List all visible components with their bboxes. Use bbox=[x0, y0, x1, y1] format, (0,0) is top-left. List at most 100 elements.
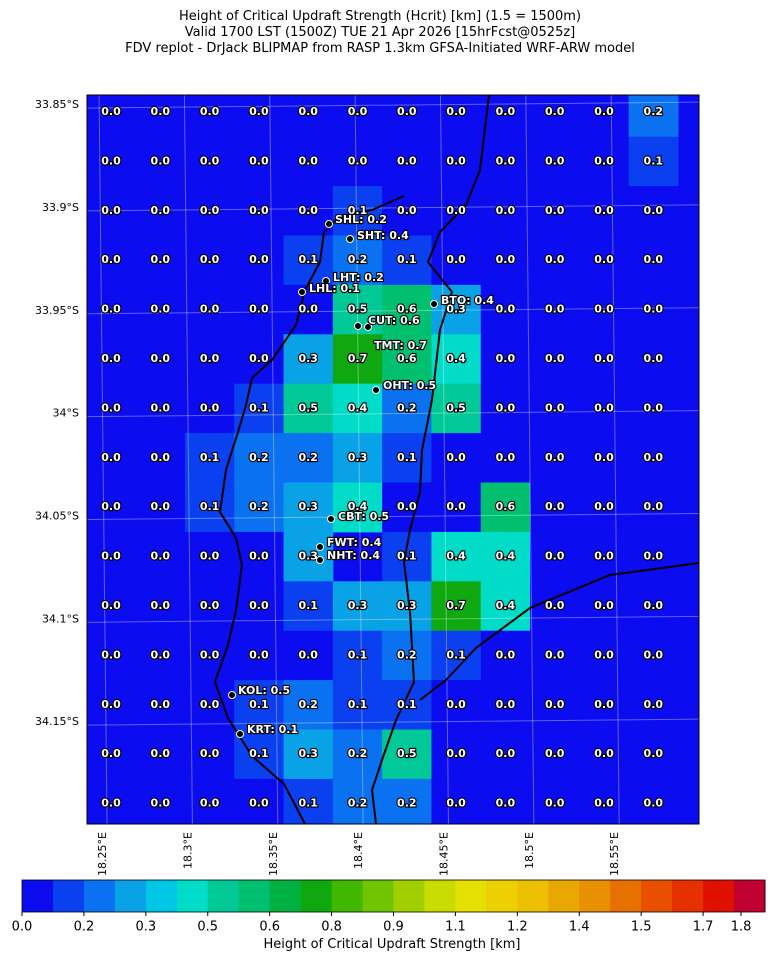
grid-value-label: 0.0 bbox=[249, 253, 269, 266]
raster-cell bbox=[135, 334, 186, 385]
raster-cell bbox=[283, 482, 334, 533]
grid-value-label: 0.0 bbox=[496, 253, 516, 266]
grid-value-label: 0.3 bbox=[348, 451, 368, 464]
grid-value-label: 0.0 bbox=[249, 204, 269, 217]
colorbar-swatch bbox=[486, 880, 518, 912]
raster-cell bbox=[184, 235, 235, 286]
grid-line bbox=[87, 101, 699, 109]
lat-tick-label: 33.85°S bbox=[35, 98, 79, 111]
raster-cell bbox=[234, 680, 285, 730]
raster-cell bbox=[87, 95, 137, 138]
raster-cell bbox=[431, 186, 482, 236]
raster-cell bbox=[87, 235, 137, 286]
grid-line bbox=[354, 95, 364, 824]
station-label: CBT: 0.5 bbox=[338, 510, 389, 523]
raster-cell bbox=[184, 778, 235, 824]
raster-cell bbox=[184, 136, 235, 187]
grid-value-label: 0.0 bbox=[200, 204, 220, 217]
grid-value-label: 0.4 bbox=[496, 599, 516, 612]
grid-value-label: 0.0 bbox=[594, 648, 614, 661]
grid-value-label: 0.5 bbox=[397, 747, 417, 760]
grid-line bbox=[87, 410, 699, 418]
raster-cell bbox=[431, 680, 482, 730]
grid-value-label: 0.0 bbox=[249, 352, 269, 365]
lat-tick-label: 33.95°S bbox=[35, 304, 79, 317]
raster-cell bbox=[87, 680, 137, 730]
grid-value-label: 0.2 bbox=[397, 797, 417, 810]
raster-cell bbox=[431, 630, 482, 681]
grid-value-label: 0.1 bbox=[298, 797, 318, 810]
raster-cell bbox=[382, 778, 432, 824]
grid-line bbox=[525, 95, 535, 824]
raster-cell bbox=[628, 284, 679, 335]
grid-value-label: 0.3 bbox=[397, 599, 417, 612]
grid-value-label: 0.0 bbox=[249, 550, 269, 563]
grid-value-label: 0.0 bbox=[545, 401, 565, 414]
grid-value-label: 0.0 bbox=[101, 451, 121, 464]
grid-value-label: 0.0 bbox=[644, 451, 664, 464]
raster-cell bbox=[530, 334, 580, 385]
raster-cell bbox=[579, 680, 630, 730]
raster-cell bbox=[480, 680, 531, 730]
raster-cell bbox=[480, 186, 531, 236]
grid-value-label: 0.0 bbox=[496, 451, 516, 464]
grid-value-label: 0.1 bbox=[249, 401, 269, 414]
grid-value-label: 0.0 bbox=[594, 303, 614, 316]
grid-value-label: 0.2 bbox=[348, 747, 368, 760]
raster-cell bbox=[628, 581, 679, 632]
raster-cell bbox=[184, 95, 235, 138]
grid-value-label: 0.0 bbox=[101, 105, 121, 118]
grid-value-label: 0.0 bbox=[151, 401, 171, 414]
grid-value-label: 0.0 bbox=[446, 747, 466, 760]
raster-cell bbox=[382, 383, 432, 434]
grid-value-label: 0.0 bbox=[151, 352, 171, 365]
grid-value-label: 0.0 bbox=[298, 154, 318, 167]
raster-cell bbox=[135, 284, 186, 335]
raster-cell bbox=[135, 235, 186, 286]
station-label: BTO: 0.4 bbox=[441, 294, 494, 307]
raster-cell bbox=[135, 531, 186, 582]
grid-value-label: 0.0 bbox=[249, 154, 269, 167]
raster-cell bbox=[530, 531, 580, 582]
grid-value-label: 0.0 bbox=[101, 797, 121, 810]
grid-value-label: 0.1 bbox=[348, 648, 368, 661]
grid-value-label: 0.0 bbox=[644, 599, 664, 612]
grid-value-label: 0.0 bbox=[200, 401, 220, 414]
grid-line bbox=[87, 615, 699, 623]
grid-value-label: 0.1 bbox=[298, 599, 318, 612]
raster-cell bbox=[579, 235, 630, 286]
grid-value-label: 0.3 bbox=[298, 550, 318, 563]
raster-cell bbox=[480, 729, 531, 780]
raster-cell bbox=[234, 334, 285, 385]
grid-value-label: 0.0 bbox=[249, 105, 269, 118]
raster-cell bbox=[530, 630, 580, 681]
title-line: FDV replot - DrJack BLIPMAP from RASP 1.… bbox=[125, 41, 635, 56]
raster-cell bbox=[530, 482, 580, 533]
lat-tick-label: 34.05°S bbox=[35, 509, 79, 522]
coast-bay bbox=[419, 562, 699, 701]
colorbar-tick-label: 0.2 bbox=[74, 920, 95, 935]
raster-cell bbox=[579, 186, 630, 236]
grid-value-label: 0.4 bbox=[446, 550, 466, 563]
grid-value-label: 0.0 bbox=[594, 797, 614, 810]
grid-value-label: 0.2 bbox=[397, 401, 417, 414]
raster-cell bbox=[332, 186, 383, 236]
station-marker bbox=[325, 220, 333, 228]
colorbar-tick-label: 1.5 bbox=[631, 920, 652, 935]
grid-value-label: 0.3 bbox=[298, 747, 318, 760]
raster-cell bbox=[283, 383, 334, 434]
raster-cell bbox=[283, 235, 334, 286]
grid-value-label: 0.0 bbox=[545, 500, 565, 513]
grid-value-label: 0.0 bbox=[594, 105, 614, 118]
raster-cell bbox=[431, 136, 482, 187]
grid-value-label: 0.0 bbox=[545, 253, 565, 266]
grid-line bbox=[183, 95, 193, 824]
grid-value-label: 0.0 bbox=[545, 797, 565, 810]
raster-cell bbox=[135, 383, 186, 434]
raster-cell bbox=[87, 729, 137, 780]
grid-value-label: 0.0 bbox=[545, 303, 565, 316]
lon-tick-label: 18.3°E bbox=[181, 832, 194, 869]
raster-cell bbox=[332, 630, 383, 681]
station-label: KOL: 0.5 bbox=[238, 684, 290, 697]
grid-value-label: 0.1 bbox=[446, 648, 466, 661]
